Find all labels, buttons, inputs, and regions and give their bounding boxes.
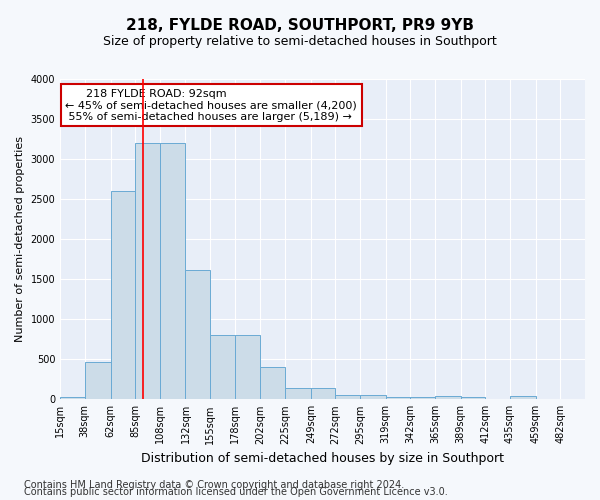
Bar — [311, 388, 335, 400]
Text: 218, FYLDE ROAD, SOUTHPORT, PR9 9YB: 218, FYLDE ROAD, SOUTHPORT, PR9 9YB — [126, 18, 474, 32]
Bar — [135, 143, 160, 400]
Bar — [110, 191, 135, 400]
Bar — [285, 388, 311, 400]
Bar — [335, 394, 360, 400]
Bar — [435, 396, 461, 400]
X-axis label: Distribution of semi-detached houses by size in Southport: Distribution of semi-detached houses by … — [141, 452, 504, 465]
Bar — [85, 362, 110, 400]
Bar — [410, 398, 435, 400]
Bar — [260, 368, 285, 400]
Bar — [210, 335, 235, 400]
Bar — [185, 270, 210, 400]
Bar — [60, 397, 85, 400]
Text: Contains HM Land Registry data © Crown copyright and database right 2024.: Contains HM Land Registry data © Crown c… — [24, 480, 404, 490]
Bar — [461, 398, 485, 400]
Text: Size of property relative to semi-detached houses in Southport: Size of property relative to semi-detach… — [103, 35, 497, 48]
Bar — [235, 335, 260, 400]
Text: Contains public sector information licensed under the Open Government Licence v3: Contains public sector information licen… — [24, 487, 448, 497]
Bar — [386, 398, 410, 400]
Y-axis label: Number of semi-detached properties: Number of semi-detached properties — [15, 136, 25, 342]
Bar — [360, 395, 386, 400]
Bar — [160, 143, 185, 400]
Bar — [510, 396, 536, 400]
Text: 218 FYLDE ROAD: 92sqm
← 45% of semi-detached houses are smaller (4,200)
 55% of : 218 FYLDE ROAD: 92sqm ← 45% of semi-deta… — [65, 88, 357, 122]
